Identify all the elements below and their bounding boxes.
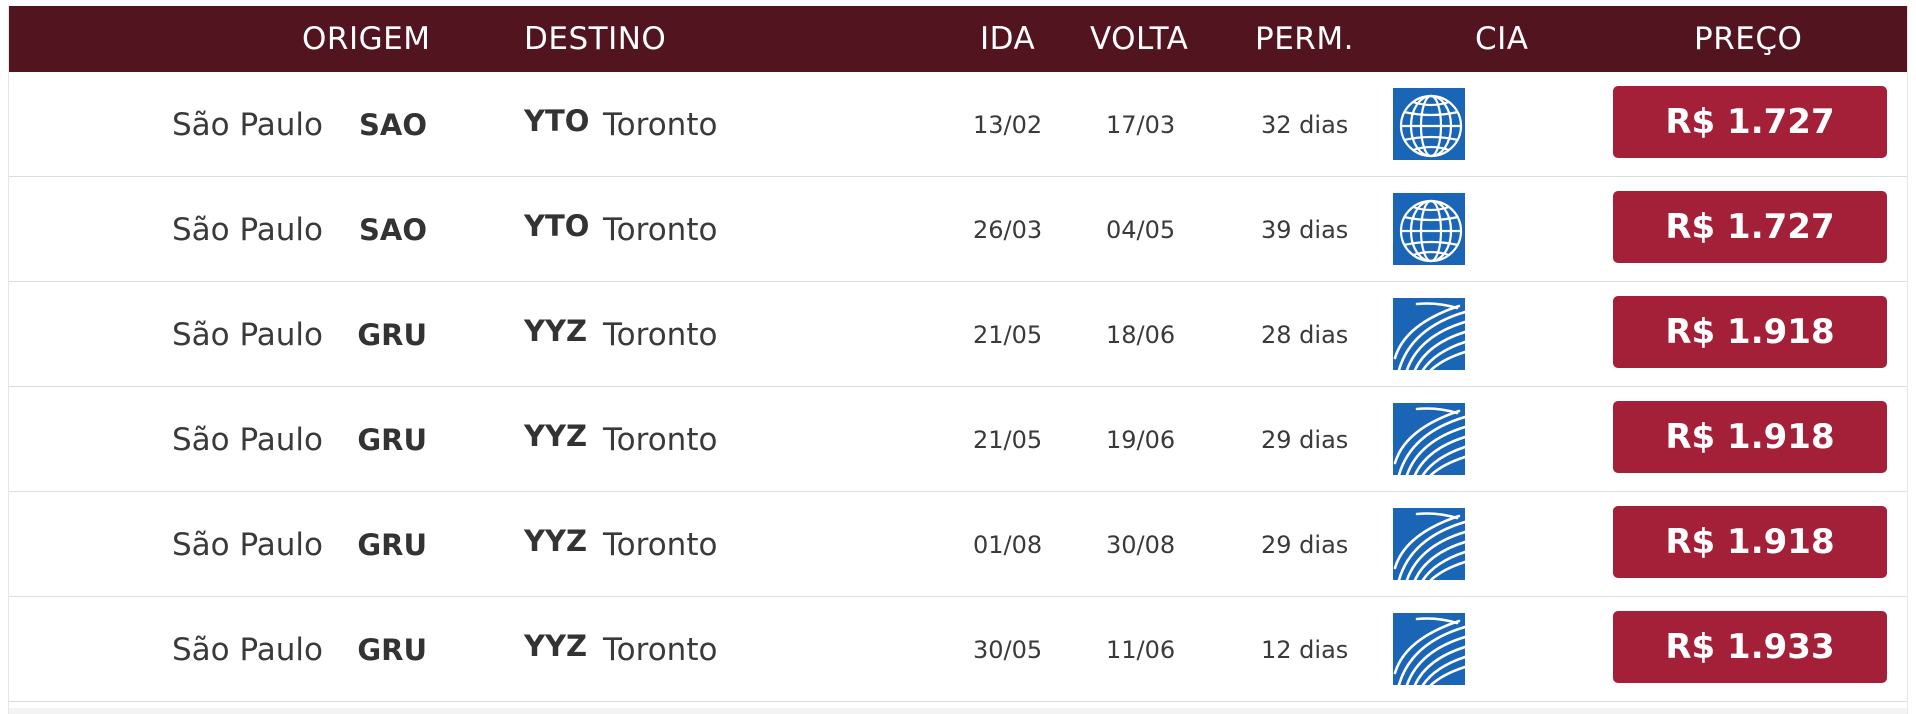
destination-code: YYZ [524, 313, 588, 348]
table-row[interactable]: São Paulo SAO YTO Toronto 26/03 04/05 39… [9, 177, 1907, 282]
stay-length: 29 dias [1261, 530, 1349, 559]
origin-code: GRU [357, 632, 427, 667]
table-row[interactable]: São Paulo GRU YYZ Toronto 01/08 30/08 29… [9, 492, 1907, 597]
table-row[interactable]: São Paulo GRU YYZ Toronto 21/05 19/06 29… [9, 387, 1907, 492]
header-price: PREÇO [1694, 21, 1803, 57]
header-return: VOLTA [1090, 21, 1189, 57]
return-date: 19/06 [1106, 425, 1176, 454]
airline-globe-icon [1393, 88, 1465, 160]
price-button[interactable]: R$ 1.918 [1613, 296, 1887, 368]
return-date: 04/05 [1106, 215, 1176, 244]
destination-code: YYZ [524, 418, 588, 453]
origin-city: São Paulo [171, 211, 323, 248]
price-button[interactable]: R$ 1.918 [1613, 401, 1887, 473]
origin-city: São Paulo [171, 106, 323, 143]
price-button[interactable]: R$ 1.918 [1613, 506, 1887, 578]
destination-city: Toronto [603, 526, 718, 563]
origin-code: SAO [359, 107, 427, 142]
table-header: ORIGEM DESTINO IDA VOLTA PERM. CIA PREÇO [9, 6, 1907, 72]
destination-city: Toronto [603, 316, 718, 353]
destination-code: YYZ [524, 628, 588, 663]
destination-city: Toronto [603, 631, 718, 668]
stay-length: 39 dias [1261, 215, 1349, 244]
table-row[interactable]: São Paulo SAO YTO Toronto 13/02 17/03 32… [9, 72, 1907, 177]
origin-city: São Paulo [171, 316, 323, 353]
return-date: 17/03 [1106, 110, 1176, 139]
origin-code: GRU [357, 317, 427, 352]
stay-length: 32 dias [1261, 110, 1349, 139]
depart-date: 30/05 [973, 635, 1043, 664]
origin-code: SAO [359, 212, 427, 247]
header-destination: DESTINO [524, 21, 667, 57]
airline-swoosh-icon [1393, 298, 1467, 372]
table-row[interactable]: São Paulo GRU YYZ Toronto 21/05 18/06 28… [9, 282, 1907, 387]
destination-city: Toronto [603, 211, 718, 248]
destination-code: YTO [524, 103, 590, 138]
destination-code: YTO [524, 208, 590, 243]
flight-results-table: ORIGEM DESTINO IDA VOLTA PERM. CIA PREÇO… [8, 6, 1908, 714]
stay-length: 29 dias [1261, 425, 1349, 454]
origin-city: São Paulo [171, 631, 323, 668]
header-airline: CIA [1475, 21, 1529, 57]
price-button[interactable]: R$ 1.933 [1613, 611, 1887, 683]
destination-city: Toronto [603, 421, 718, 458]
depart-date: 26/03 [973, 215, 1043, 244]
airline-swoosh-icon [1393, 508, 1467, 582]
depart-date: 13/02 [973, 110, 1043, 139]
return-date: 30/08 [1106, 530, 1176, 559]
depart-date: 21/05 [973, 425, 1043, 454]
price-button[interactable]: R$ 1.727 [1613, 86, 1887, 158]
stay-length: 12 dias [1261, 635, 1349, 664]
stay-length: 28 dias [1261, 320, 1349, 349]
price-button[interactable]: R$ 1.727 [1613, 191, 1887, 263]
airline-swoosh-icon [1393, 403, 1467, 477]
origin-city: São Paulo [171, 526, 323, 563]
return-date: 11/06 [1106, 635, 1176, 664]
header-origin: ORIGEM [302, 21, 431, 57]
table-row[interactable]: São Paulo GRU YYZ Toronto 30/05 11/06 12… [9, 597, 1907, 702]
destination-code: YYZ [524, 523, 588, 558]
origin-code: GRU [357, 422, 427, 457]
depart-date: 01/08 [973, 530, 1043, 559]
origin-code: GRU [357, 527, 427, 562]
header-depart: IDA [980, 21, 1036, 57]
depart-date: 21/05 [973, 320, 1043, 349]
destination-city: Toronto [603, 106, 718, 143]
origin-city: São Paulo [171, 421, 323, 458]
airline-swoosh-icon [1393, 613, 1467, 687]
airline-globe-icon [1393, 193, 1465, 265]
header-stay: PERM. [1255, 21, 1354, 57]
return-date: 18/06 [1106, 320, 1176, 349]
table-footer-rule [9, 708, 1907, 714]
